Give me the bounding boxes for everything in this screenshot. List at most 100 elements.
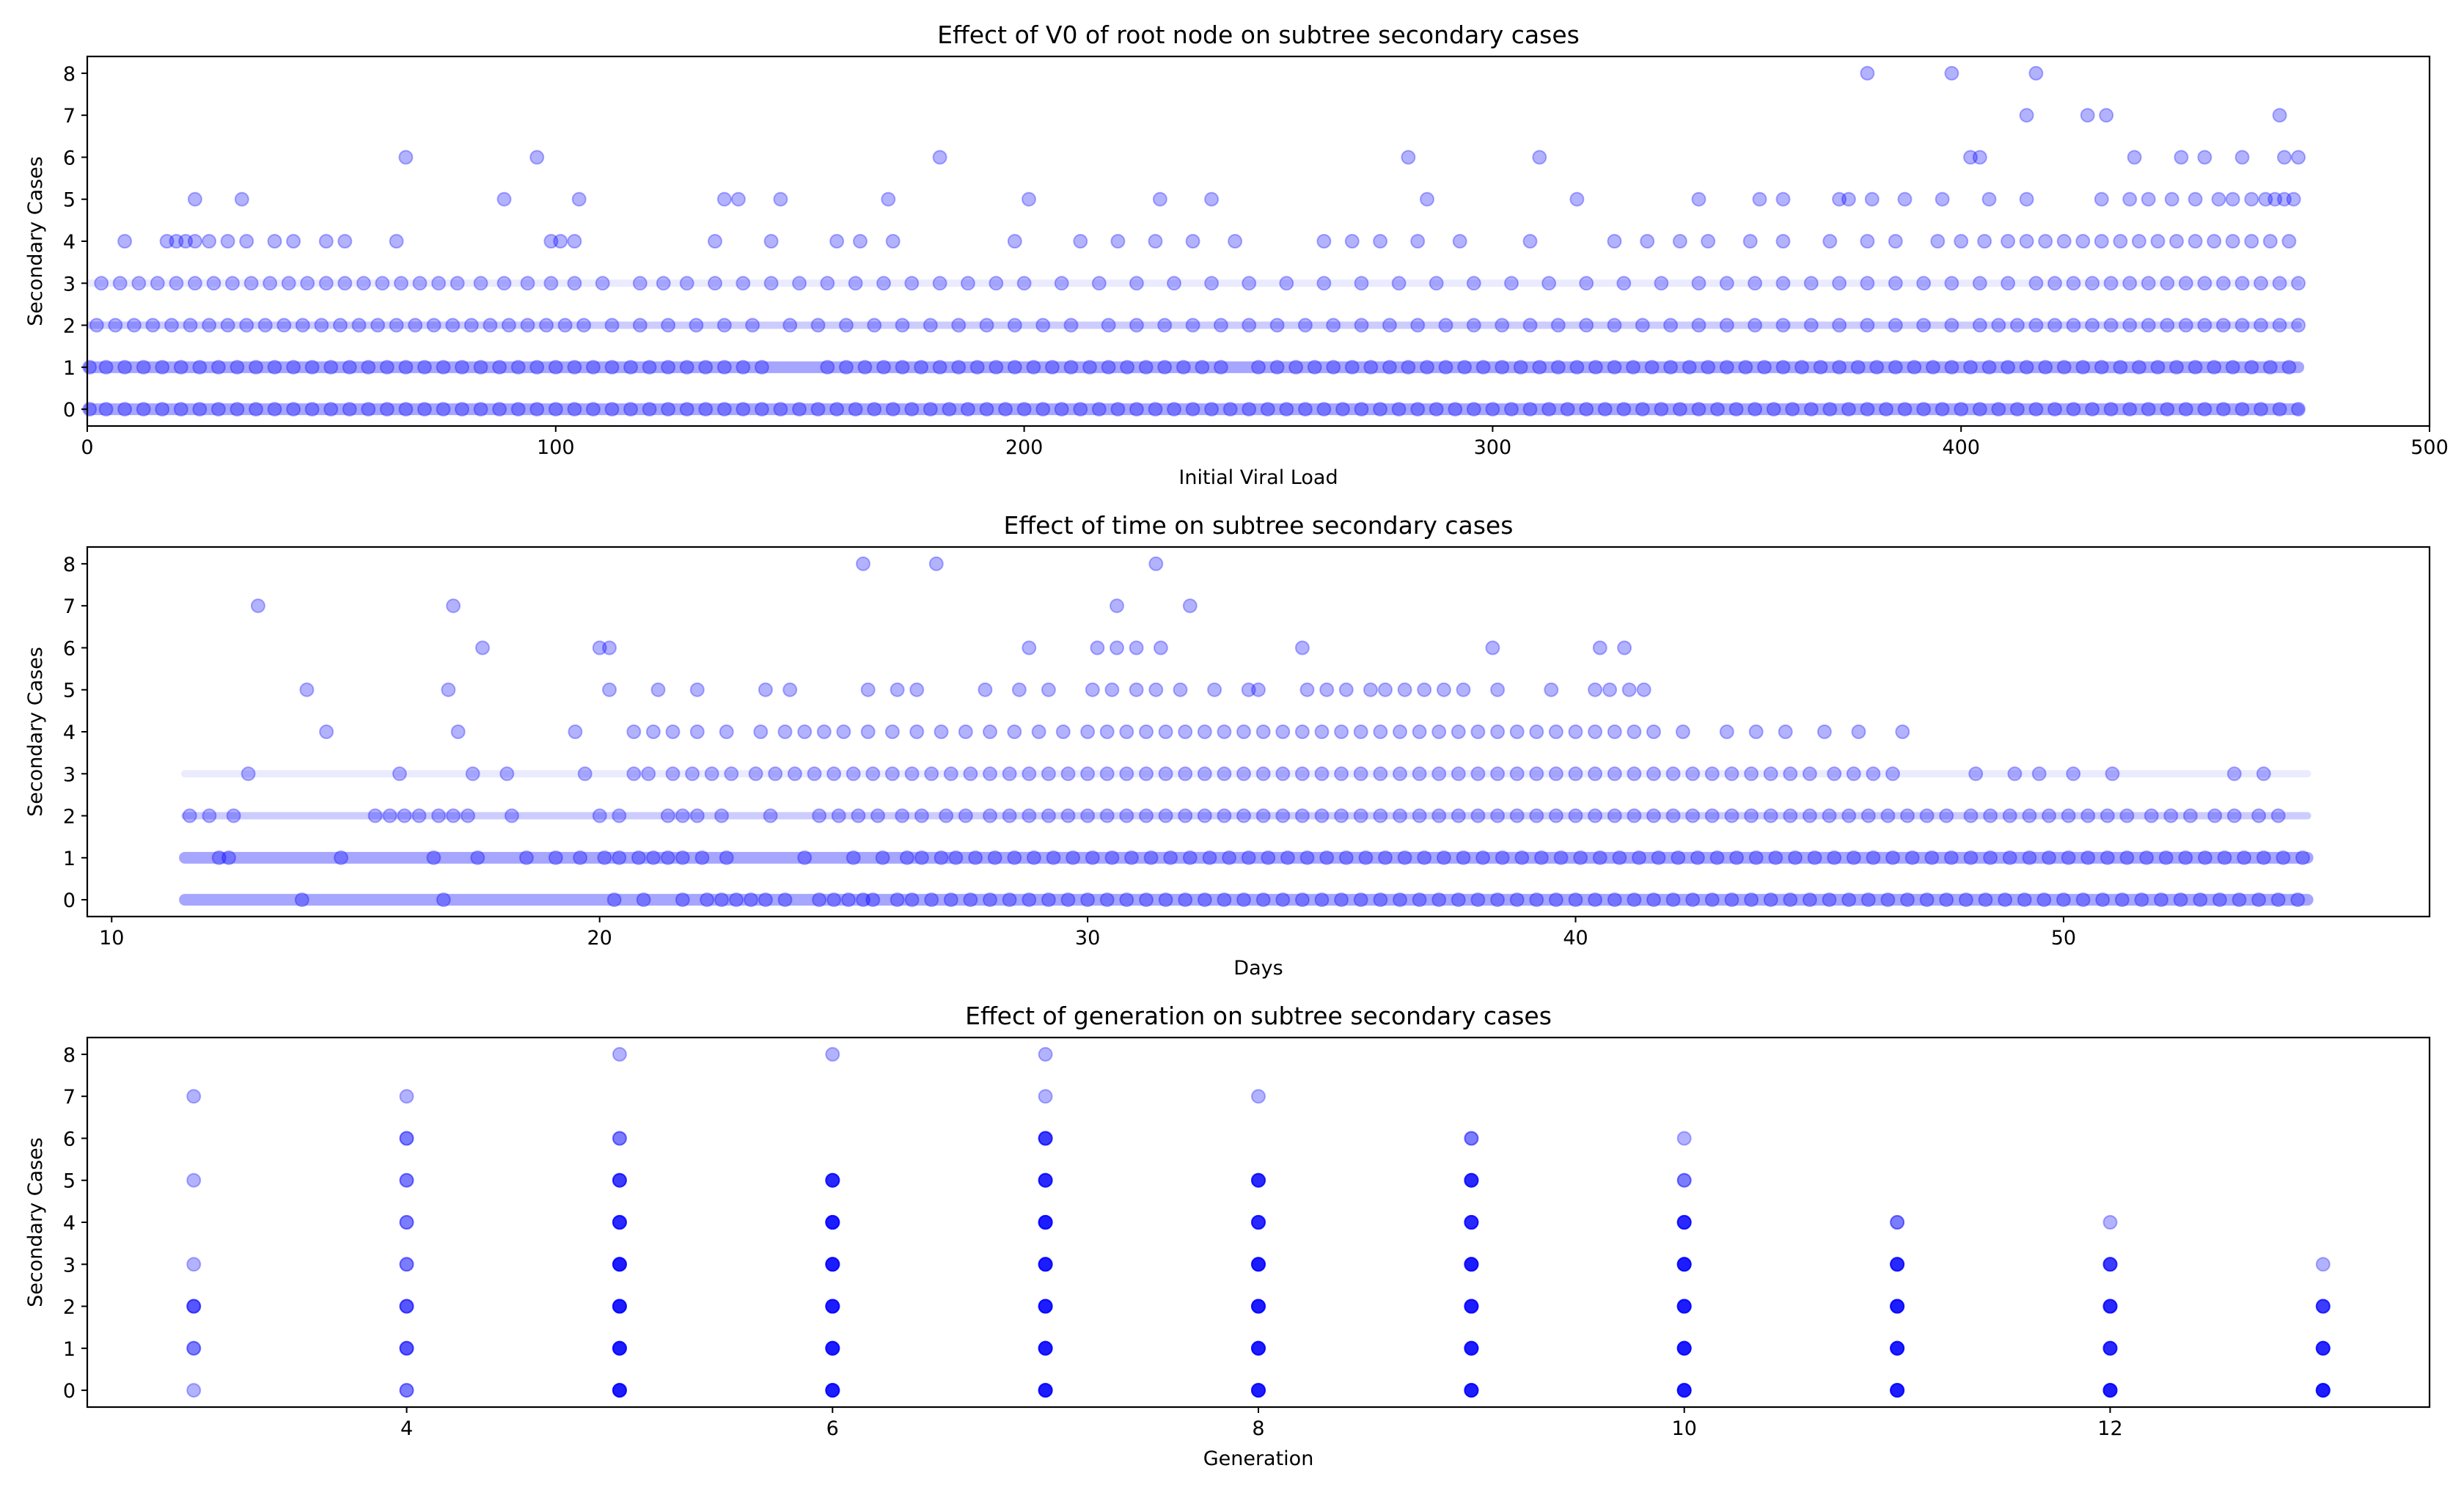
scatter-point [838, 317, 854, 333]
scatter-point [1044, 359, 1060, 375]
scatter-point [1522, 234, 1538, 249]
scatter-point [1007, 724, 1022, 739]
scatter-point [2188, 359, 2203, 375]
scatter-point [1822, 234, 1838, 249]
scatter-point [825, 1215, 840, 1230]
scatter-point [1944, 65, 1959, 81]
scatter-point [2244, 359, 2259, 375]
scatter-point [838, 359, 854, 375]
scatter-point [1869, 359, 1885, 375]
scatter-point [370, 317, 386, 333]
scatter-point [1676, 1172, 1692, 1188]
y-tick-label: 5 [63, 680, 76, 702]
scatter-point [853, 234, 868, 249]
scatter-point [1038, 1172, 1053, 1188]
scatter-point [276, 317, 292, 333]
scatter-point [1888, 234, 1903, 249]
scatter-point [1560, 402, 1575, 417]
scatter-point [782, 317, 798, 333]
scatter-point [1251, 1257, 1266, 1272]
scatter-point [1775, 276, 1791, 291]
scatter-point [1860, 276, 1875, 291]
scatter-point [1124, 850, 1139, 865]
scatter-point [1860, 892, 1876, 908]
scatter-point [1129, 682, 1144, 697]
scatter-point [1046, 850, 1061, 865]
scatter-point [932, 276, 947, 291]
scatter-point [1031, 724, 1046, 739]
scatter-point [979, 317, 994, 333]
scatter-point [1464, 1383, 1479, 1398]
scatter-point [612, 1131, 627, 1146]
scatter-point [2102, 1340, 2118, 1356]
scatter-point [2056, 234, 2072, 249]
scatter-point [612, 1340, 627, 1356]
scatter-point [679, 402, 694, 417]
scatter-point [698, 402, 714, 417]
scatter-point [1382, 359, 1397, 375]
scatter-point [1110, 402, 1126, 417]
scatter-point [164, 317, 179, 333]
scatter-point [1807, 850, 1822, 865]
scatter-point [1412, 892, 1427, 908]
scatter-point [399, 1172, 414, 1188]
scatter-point [529, 402, 545, 417]
scatter-point [1195, 359, 1210, 375]
scatter-point [636, 892, 651, 908]
scatter-point [1022, 892, 1037, 908]
scatter-point [2262, 359, 2278, 375]
scatter-point [1866, 766, 1881, 782]
scatter-point [1704, 892, 1720, 908]
scatter-point [1991, 317, 2006, 333]
scatter-point [1326, 317, 1341, 333]
scatter-point [1880, 808, 1896, 823]
scatter-point [1279, 276, 1294, 291]
scatter-point [1813, 359, 1828, 375]
scatter-point [1197, 766, 1212, 782]
scatter-point [1701, 234, 1716, 249]
scatter-point [1676, 1383, 1692, 1398]
scatter-point [1420, 359, 1434, 375]
scatter-point [1041, 808, 1056, 823]
scatter-point [375, 276, 390, 291]
scatter-point [1222, 402, 1238, 417]
scatter-point [2174, 150, 2189, 165]
scatter-point [797, 724, 813, 739]
scatter-point [825, 1172, 840, 1188]
scatter-point [1701, 359, 1716, 375]
scatter-point [1466, 402, 1481, 417]
scatter-point [501, 317, 516, 333]
scatter-point [612, 1299, 627, 1314]
scatter-point [496, 276, 512, 291]
scatter-point [1438, 317, 1453, 333]
y-axis-label: Secondary Cases [24, 1137, 47, 1307]
scatter-point [1436, 850, 1451, 865]
scatter-point [1464, 1299, 1479, 1314]
scatter-point [202, 234, 217, 249]
scatter-point [1788, 850, 1803, 865]
scatter-point [825, 1172, 840, 1188]
scatter-point [1038, 1215, 1053, 1230]
scatter-point [492, 402, 507, 417]
scatter-point [1251, 1172, 1266, 1188]
scatter-point [1464, 1215, 1479, 1230]
scatter-point [1841, 808, 1857, 823]
scatter-point [2234, 317, 2250, 333]
scatter-point [2141, 191, 2156, 207]
scatter-point [1158, 766, 1173, 782]
scatter-point [499, 766, 515, 782]
scatter-point [909, 724, 925, 739]
scatter-point [150, 276, 165, 291]
scatter-point [612, 1257, 627, 1272]
scatter-point [299, 682, 315, 697]
scatter-point [2114, 892, 2130, 908]
scatter-point [281, 276, 296, 291]
scatter-point [1676, 1215, 1692, 1230]
scatter-point [758, 892, 773, 908]
x-tick-label: 12 [2097, 1417, 2122, 1440]
scatter-point [1251, 1383, 1266, 1398]
scatter-point [2315, 1340, 2331, 1356]
scatter-point [1944, 317, 1959, 333]
scatter-point [2002, 808, 2017, 823]
scatter-point [529, 359, 545, 375]
